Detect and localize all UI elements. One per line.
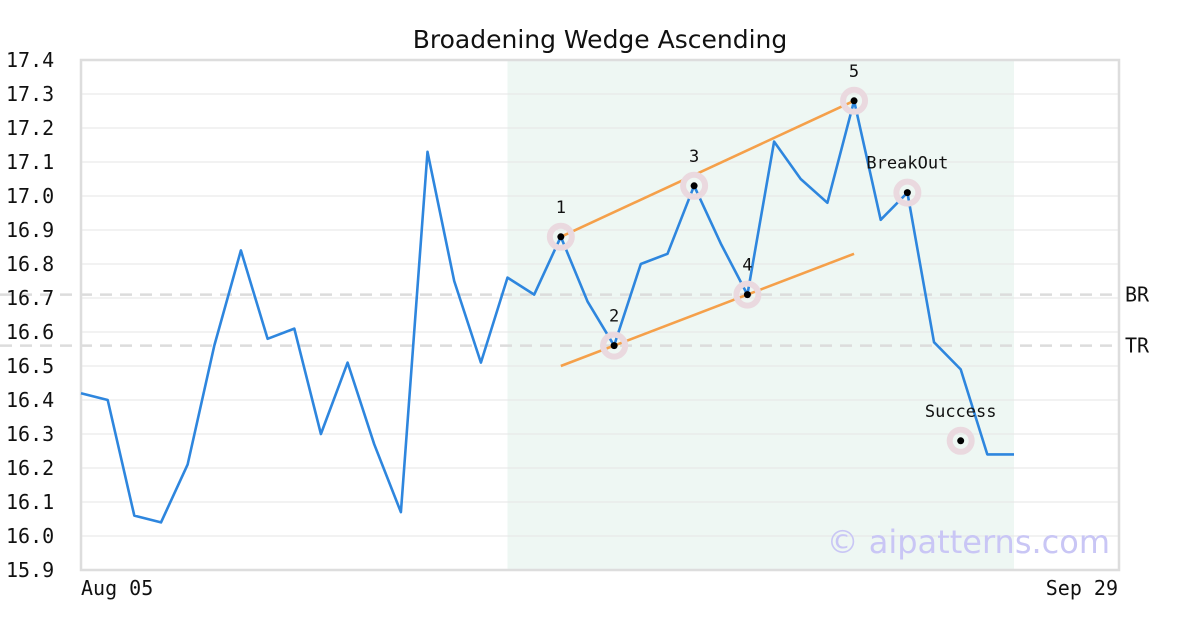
pattern-point: 1 [546,198,575,251]
pattern-point-halo [680,171,709,200]
trend-lines [560,99,855,368]
pattern-point-dot [903,189,911,197]
y-tick-label: 15.9 [6,558,54,582]
reference-lines: BR TR [0,283,1150,358]
y-tick-label: 17.3 [6,82,54,106]
pattern-point-dot [690,182,698,190]
pattern-point-halo [840,86,869,115]
plot-frame [79,58,1121,572]
y-tick-label: 16.7 [6,286,54,310]
pattern-point-dot [743,291,751,299]
x-tick-label-end: Sep 29 [1046,576,1118,600]
pattern-point-dot [850,97,858,105]
pattern-point: Success [925,402,997,455]
y-tick-label: 17.4 [6,48,54,72]
y-tick-label: 16.8 [6,252,54,276]
y-tick-label: 17.2 [6,116,54,140]
reference-line-label: TR [1125,334,1150,358]
pattern-point-label: BreakOut [866,154,948,174]
pattern-point-label: 2 [609,307,619,327]
pattern-point-dot [957,437,965,445]
y-tick-label: 16.0 [6,524,54,548]
pattern-point-halo [946,426,975,455]
trend-line [560,252,855,368]
pattern-points: 1 2 3 4 5 BreakOut Success [546,62,997,455]
chart-title: Broadening Wedge Ascending [413,25,788,54]
watermark-text: © aipatterns.com [827,523,1110,561]
y-tick-label: 16.5 [6,354,54,378]
pattern-point: BreakOut [866,154,948,207]
pattern-point-label: 3 [689,147,699,167]
pattern-point-dot [610,342,618,350]
reference-line-label: BR [1125,283,1150,307]
x-tick-label-start: Aug 05 [81,576,153,600]
pattern-point-label: Success [925,402,997,422]
y-tick-label: 16.3 [6,422,54,446]
pattern-point-label: 5 [849,62,859,82]
x-axis-tick-labels: Aug 05 Sep 29 [81,576,1118,600]
pattern-point-halo [600,331,629,360]
y-tick-label: 16.9 [6,218,54,242]
y-tick-label: 16.2 [6,456,54,480]
pattern-point-label: 1 [556,198,566,218]
pattern-point: 5 [840,62,869,115]
pattern-region [507,60,1014,570]
trend-line [560,99,855,238]
y-tick-label: 17.0 [6,184,54,208]
pattern-point-halo [733,280,762,309]
y-tick-label: 16.1 [6,490,54,514]
y-tick-label: 16.4 [6,388,54,412]
pattern-point-halo [546,222,575,251]
pattern-point-dot [557,233,565,241]
y-axis-tick-labels: 15.9 16.0 16.1 16.2 16.3 16.4 16.5 16.6 16.7 16.8… [6,48,54,582]
pattern-point: 3 [680,147,709,200]
pattern-point-label: 4 [742,256,752,276]
y-tick-label: 16.6 [6,320,54,344]
pattern-point: 4 [733,256,762,309]
y-gridlines [81,59,1119,571]
pattern-point-halo [893,178,922,207]
pattern-point: 2 [600,307,629,360]
y-tick-label: 17.1 [6,150,54,174]
price-series-line [80,99,1014,524]
